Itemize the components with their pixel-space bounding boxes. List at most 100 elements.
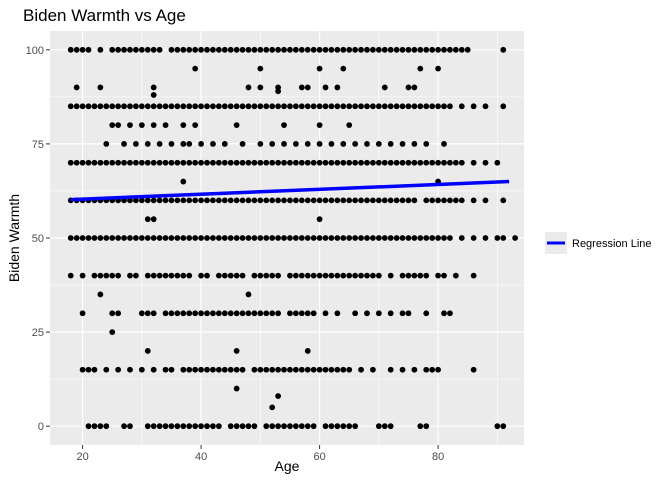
data-point xyxy=(500,197,507,204)
data-point xyxy=(352,46,359,53)
data-point xyxy=(417,159,424,166)
data-point xyxy=(263,235,270,241)
data-point xyxy=(73,235,80,241)
data-point xyxy=(109,329,116,335)
data-point xyxy=(257,272,264,279)
data-point xyxy=(298,423,305,430)
data-point xyxy=(358,272,364,279)
data-point xyxy=(364,159,370,166)
data-point xyxy=(304,366,311,373)
data-point xyxy=(298,46,305,53)
data-point xyxy=(215,103,222,110)
data-point xyxy=(429,46,436,53)
data-point xyxy=(316,235,323,241)
data-point xyxy=(103,423,110,430)
data-point xyxy=(103,159,110,166)
data-point xyxy=(144,197,151,204)
data-point xyxy=(186,159,193,166)
data-point xyxy=(79,159,86,166)
data-point xyxy=(127,122,133,128)
data-point xyxy=(192,159,199,166)
data-point xyxy=(269,46,276,53)
regression-line xyxy=(70,179,510,202)
data-point xyxy=(441,103,447,110)
data-point xyxy=(470,272,477,279)
data-point xyxy=(156,46,163,53)
data-point xyxy=(97,235,104,241)
data-point xyxy=(399,235,406,241)
data-point xyxy=(298,366,305,373)
data-point xyxy=(174,235,181,241)
data-point xyxy=(304,235,311,241)
data-point xyxy=(227,310,234,317)
data-point xyxy=(257,84,264,91)
data-point xyxy=(287,366,293,373)
data-point xyxy=(405,84,412,91)
data-point xyxy=(322,423,329,430)
data-point xyxy=(269,272,276,279)
data-point xyxy=(186,141,193,147)
data-point xyxy=(168,103,175,110)
data-point xyxy=(458,103,465,110)
data-point xyxy=(310,366,317,373)
data-point xyxy=(310,103,317,110)
data-point xyxy=(121,103,127,110)
data-point xyxy=(215,423,222,430)
data-point xyxy=(275,393,282,399)
data-point xyxy=(227,46,234,53)
regression-layer xyxy=(70,179,510,202)
data-point xyxy=(328,159,335,166)
data-point xyxy=(358,159,364,166)
data-point xyxy=(435,159,441,166)
data-point xyxy=(340,197,347,204)
data-point xyxy=(500,423,507,430)
data-point xyxy=(346,197,353,204)
data-point xyxy=(346,272,353,279)
data-point xyxy=(328,366,335,373)
y-tick-label: 25 xyxy=(32,327,44,339)
data-point xyxy=(435,46,441,53)
data-point xyxy=(251,423,258,430)
data-point xyxy=(346,366,353,373)
data-point xyxy=(186,272,193,279)
data-point xyxy=(97,84,104,91)
data-point xyxy=(304,197,311,204)
data-point xyxy=(399,197,406,204)
data-point xyxy=(150,423,157,430)
data-point xyxy=(364,272,370,279)
data-point xyxy=(346,423,353,430)
data-point xyxy=(257,235,264,241)
data-point xyxy=(251,159,258,166)
data-point xyxy=(316,197,323,204)
data-point xyxy=(310,235,317,241)
data-point xyxy=(162,103,169,110)
data-point xyxy=(375,272,382,279)
data-point xyxy=(204,272,210,279)
data-point xyxy=(423,159,430,166)
data-point xyxy=(233,159,240,166)
data-point xyxy=(512,235,519,241)
data-point xyxy=(239,366,246,373)
data-point xyxy=(150,92,157,98)
data-point xyxy=(500,46,507,53)
data-point xyxy=(411,159,418,166)
data-point xyxy=(245,310,252,317)
data-point xyxy=(227,366,234,373)
data-point xyxy=(411,235,418,241)
data-point xyxy=(192,122,199,128)
data-point xyxy=(358,366,364,373)
data-point xyxy=(144,46,151,53)
y-tick-label: 100 xyxy=(26,45,44,57)
data-point xyxy=(411,103,418,110)
data-point xyxy=(210,159,216,166)
data-point xyxy=(316,366,323,373)
data-point xyxy=(227,423,234,430)
data-point xyxy=(67,235,74,241)
data-point xyxy=(470,235,477,241)
data-point xyxy=(109,235,116,241)
data-point xyxy=(215,197,222,204)
data-point xyxy=(405,197,412,204)
data-point xyxy=(150,159,157,166)
data-point xyxy=(304,348,311,354)
